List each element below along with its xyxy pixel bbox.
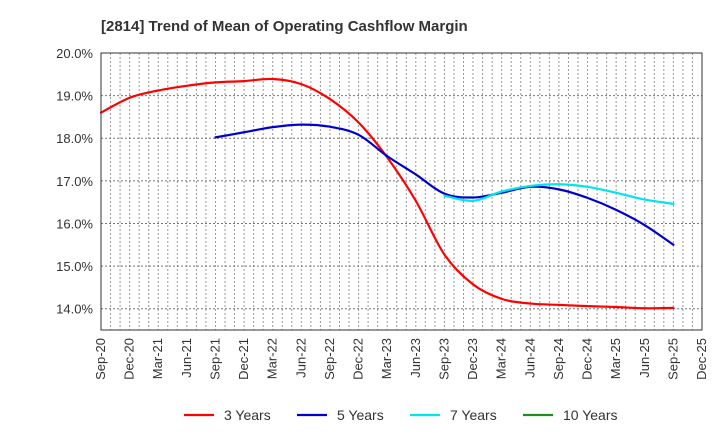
legend-item-7-years: 7 Years (410, 407, 497, 423)
x-tick-label: Jun-23 (408, 338, 423, 378)
x-tick-label: Dec-24 (580, 338, 595, 380)
legend-label: 3 Years (224, 407, 271, 423)
x-tick-label: Dec-25 (694, 338, 709, 380)
x-tick-label: Sep-20 (93, 338, 108, 380)
legend-item-5-years: 5 Years (297, 407, 384, 423)
x-tick-label: Jun-24 (522, 338, 537, 378)
x-tick-label: Dec-21 (236, 338, 251, 380)
legend-label: 10 Years (563, 407, 618, 423)
y-tick-label: 19.0% (56, 89, 93, 104)
series-line-7-years (443, 183, 675, 205)
legend-label: 5 Years (337, 407, 384, 423)
chart-title: [2814] Trend of Mean of Operating Cashfl… (101, 18, 468, 35)
series-lines (99, 77, 675, 310)
x-tick-label: Mar-23 (379, 338, 394, 379)
x-tick-label: Dec-22 (351, 338, 366, 380)
x-tick-label: Mar-22 (265, 338, 280, 379)
y-tick-label: 14.0% (56, 302, 93, 317)
x-tick-label: Sep-21 (207, 338, 222, 380)
legend-item-10-years: 10 Years (523, 407, 618, 423)
y-tick-label: 17.0% (56, 174, 93, 189)
x-tick-label: Dec-23 (465, 338, 480, 380)
y-tick-label: 15.0% (56, 259, 93, 274)
x-axis-ticks: Sep-20 Dec-20 Mar-21 Jun-21 Sep-21 Dec-21 Mar-… (93, 338, 709, 380)
x-tick-label: Dec-20 (122, 338, 137, 380)
x-tick-label: Mar-24 (494, 338, 509, 379)
legend: 3 Years 5 Years 7 Years 10 Years (184, 407, 618, 423)
x-tick-label: Sep-25 (665, 338, 680, 380)
x-tick-label: Mar-25 (608, 338, 623, 379)
y-axis-ticks: 14.0% 15.0% 16.0% 17.0% 18.0% 19.0% 20.0% (56, 46, 93, 317)
x-tick-label: Jun-25 (637, 338, 652, 378)
plot-frame (100, 52, 703, 331)
y-tick-label: 20.0% (56, 46, 93, 61)
x-tick-label: Jun-21 (179, 338, 194, 378)
x-tick-label: Mar-21 (150, 338, 165, 379)
legend-item-3-years: 3 Years (184, 407, 271, 423)
y-tick-label: 16.0% (56, 216, 93, 231)
legend-label: 7 Years (450, 407, 497, 423)
x-tick-label: Jun-22 (293, 338, 308, 378)
x-tick-label: Sep-24 (551, 338, 566, 380)
y-tick-label: 18.0% (56, 131, 93, 146)
series-line-5-years (214, 123, 675, 246)
x-tick-label: Sep-22 (322, 338, 337, 380)
x-tick-label: Sep-23 (436, 338, 451, 380)
